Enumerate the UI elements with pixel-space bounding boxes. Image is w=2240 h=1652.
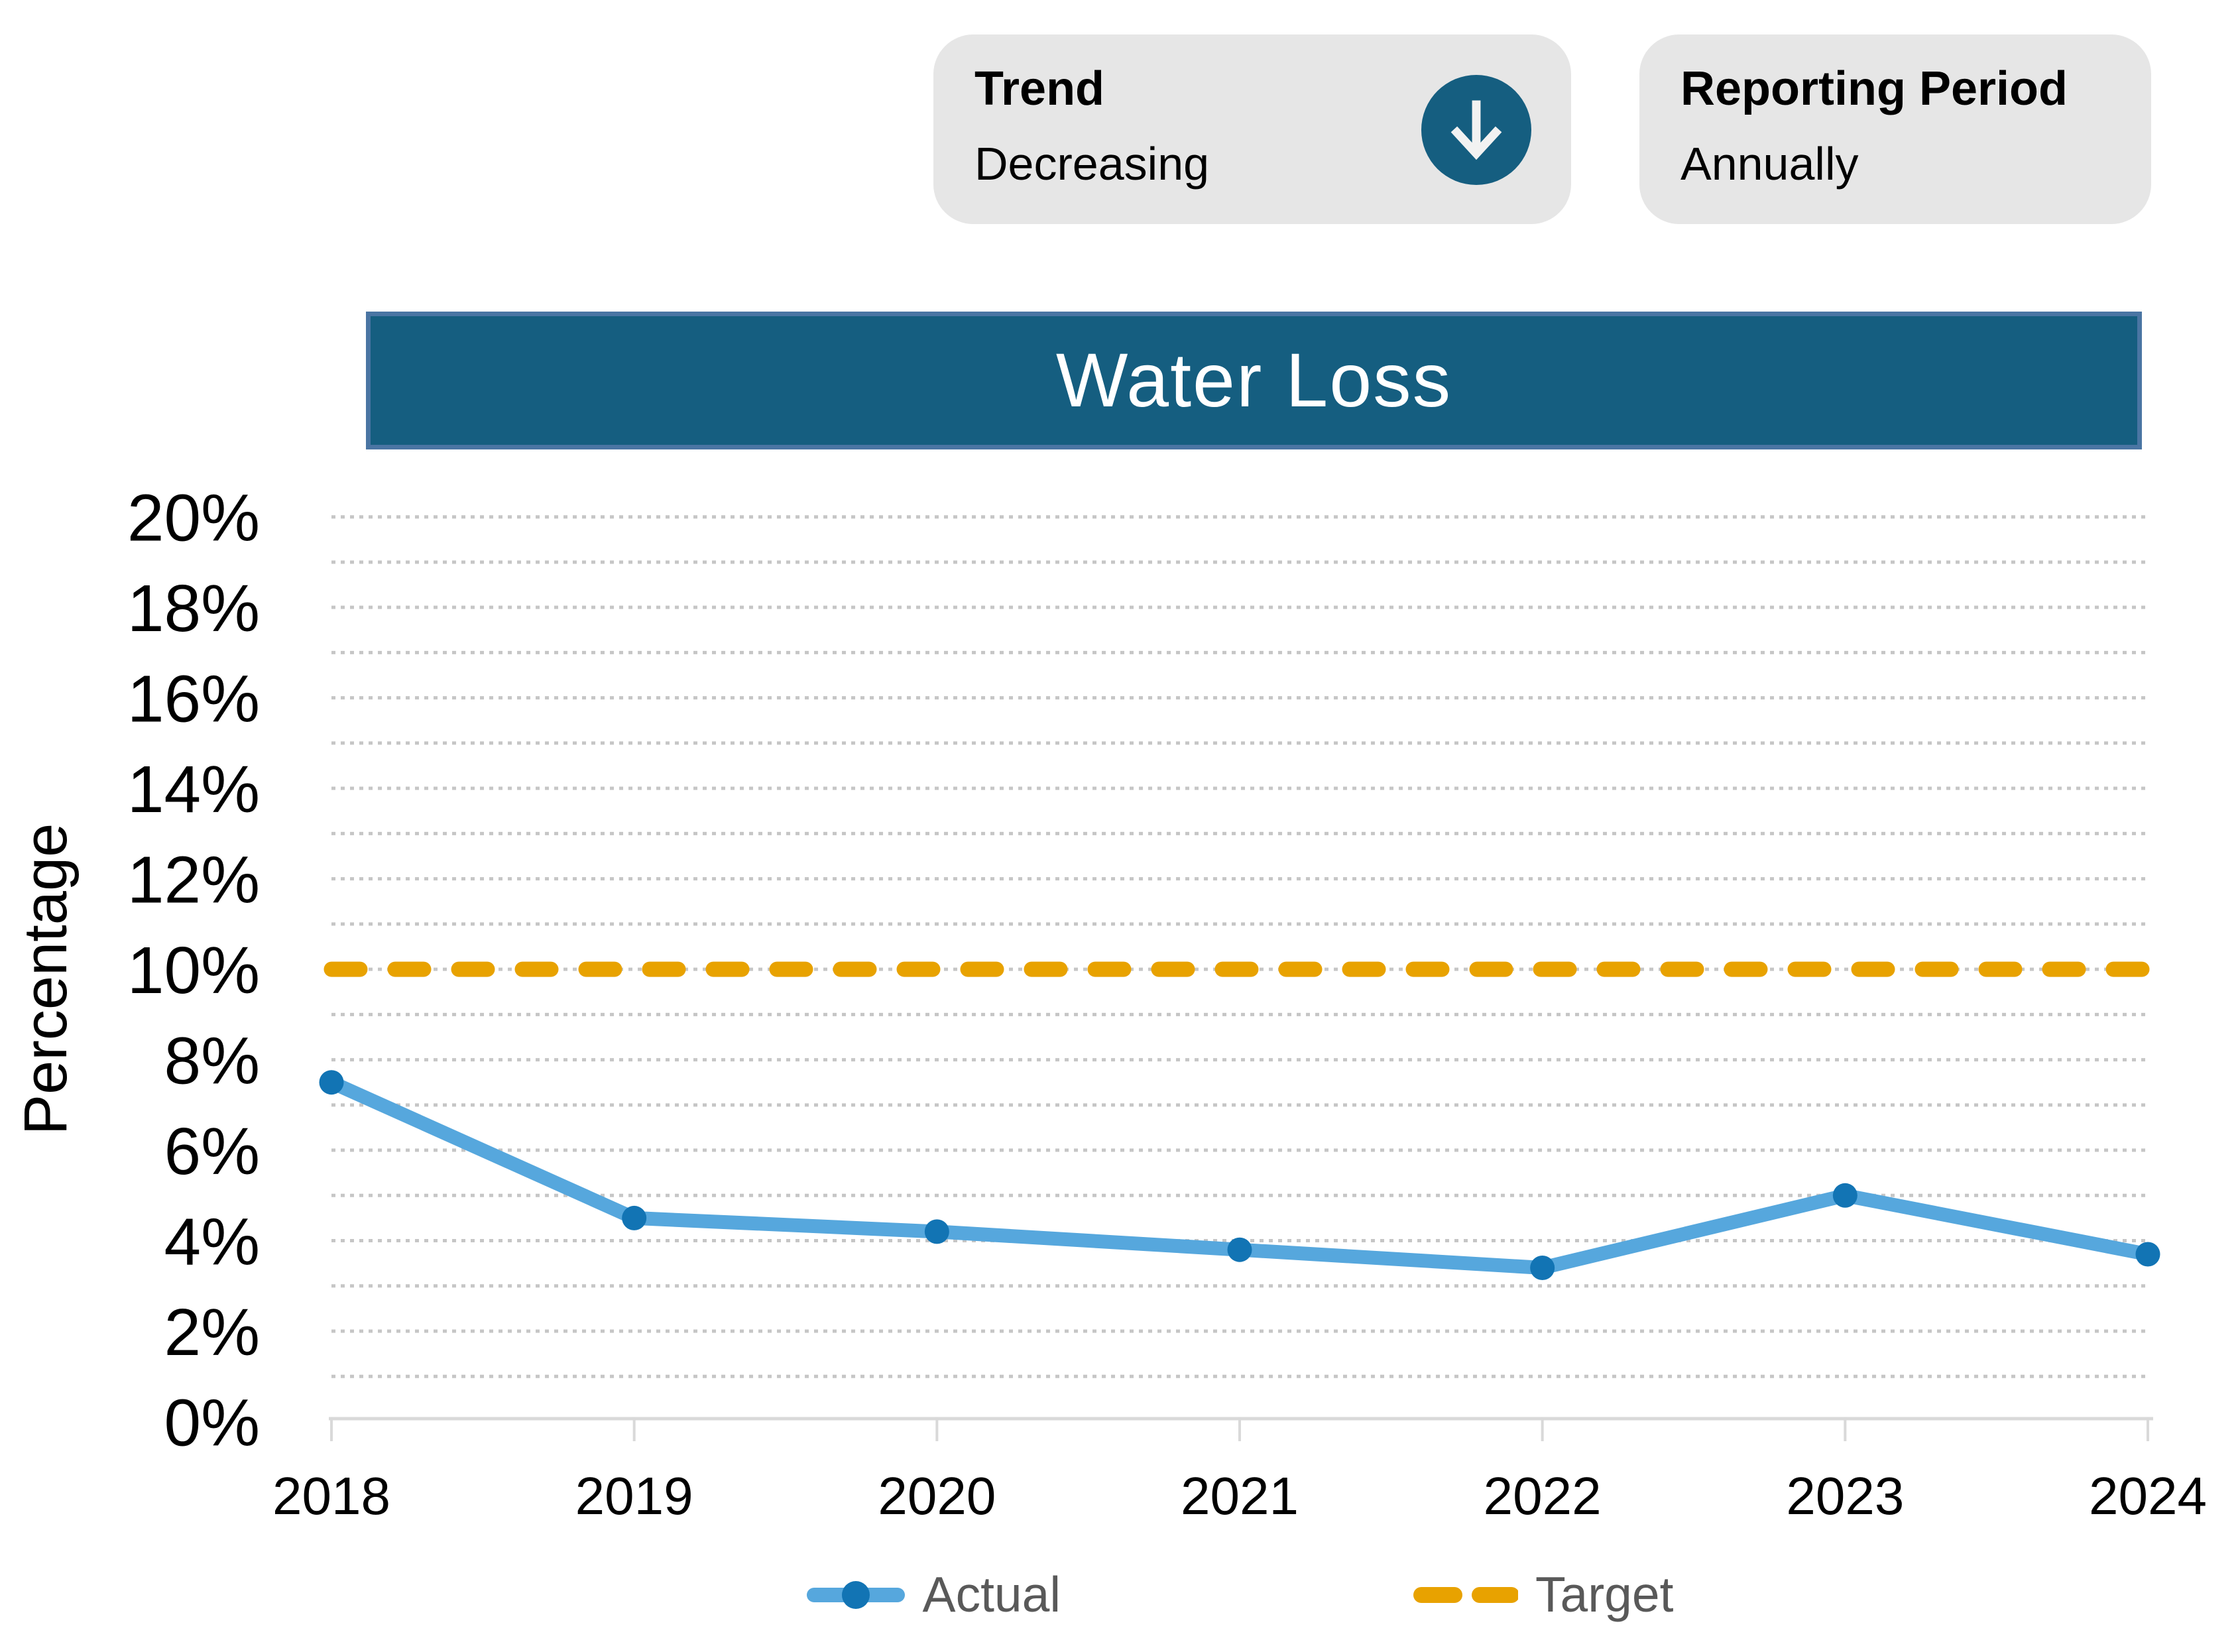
svg-text:20%: 20% [127,481,260,556]
svg-text:16%: 16% [127,662,260,737]
chart-legend: Actual Target [331,1570,2148,1620]
svg-text:12%: 12% [127,843,260,917]
svg-text:2024: 2024 [2089,1466,2207,1525]
legend-item-target[interactable]: Target [1412,1570,1673,1620]
trend-card: Trend Decreasing [933,34,1571,224]
svg-text:10%: 10% [127,933,260,1008]
svg-text:2%: 2% [164,1295,260,1370]
svg-text:2019: 2019 [575,1466,693,1525]
svg-text:2023: 2023 [1786,1466,1904,1525]
svg-text:2020: 2020 [878,1466,996,1525]
svg-text:2022: 2022 [1484,1466,1602,1525]
legend-item-actual[interactable]: Actual [806,1570,1061,1620]
reporting-period-label: Reporting Period [1680,62,2068,115]
reporting-period-card: Reporting Period Annually [1639,34,2151,224]
svg-text:18%: 18% [127,571,260,646]
y-tick-labels: 0% 2% 4% 6% 8% 10% 12% 14% 16% 18% 20% [127,481,260,1460]
trend-value: Decreasing [974,138,1210,190]
svg-text:6%: 6% [164,1114,260,1189]
legend-label-target: Target [1535,1566,1674,1622]
svg-text:4%: 4% [164,1205,260,1279]
arrow-down-circle-icon [1421,74,1532,186]
x-axis [329,1417,2153,1441]
actual-swatch-icon [806,1580,905,1609]
svg-text:8%: 8% [164,1024,260,1098]
reporting-period-value: Annually [1680,138,1859,190]
actual-line [319,1070,2160,1280]
legend-label-actual: Actual [922,1566,1061,1622]
svg-text:14%: 14% [127,752,260,827]
svg-text:0%: 0% [164,1386,260,1460]
svg-text:2021: 2021 [1181,1466,1299,1525]
x-tick-labels: 2018 2019 2020 2021 2022 2023 2024 [272,1466,2207,1525]
target-swatch-icon [1413,1586,1518,1603]
chart-title: Water Loss [1055,338,1452,423]
svg-text:2018: 2018 [272,1466,390,1525]
y-axis-title: Percentage [12,823,80,1136]
trend-label: Trend [974,62,1105,115]
chart-title-bar: Water Loss [366,312,2142,449]
